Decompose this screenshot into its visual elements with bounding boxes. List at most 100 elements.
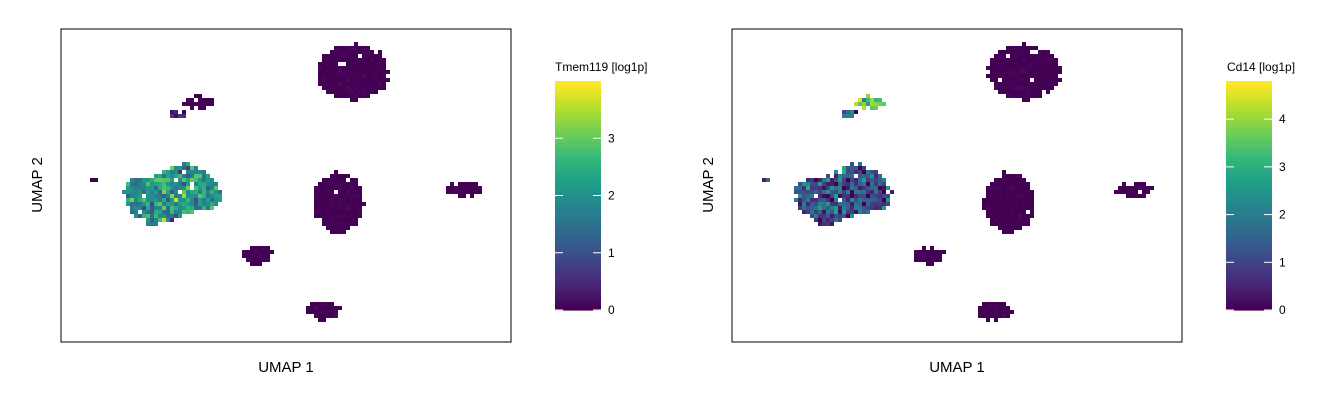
- cell-point: [830, 202, 834, 206]
- cell-point: [1042, 70, 1046, 74]
- cell-point: [1126, 186, 1130, 190]
- cell-point: [866, 182, 870, 186]
- cell-point: [1030, 46, 1034, 50]
- cell-point: [358, 66, 362, 70]
- cell-point: [458, 186, 462, 190]
- cell-point: [1058, 78, 1062, 82]
- cell-point: [142, 202, 146, 206]
- cell-point: [842, 174, 846, 178]
- cell-point: [342, 194, 346, 198]
- cell-point: [1026, 66, 1030, 70]
- cell-point: [1022, 198, 1026, 202]
- colorbar-segment: [1226, 92, 1272, 97]
- cell-point: [258, 254, 262, 258]
- colorbar-segment: [1226, 264, 1272, 269]
- cell-point: [1022, 90, 1026, 94]
- cell-point: [1034, 70, 1038, 74]
- cell-point: [1002, 310, 1006, 314]
- cell-point: [154, 194, 158, 198]
- colorbar-segment: [1226, 187, 1272, 193]
- cell-point: [342, 178, 346, 182]
- cell-point: [998, 202, 1002, 206]
- cell-point: [870, 174, 874, 178]
- cell-point: [330, 78, 334, 82]
- colorbar-segment: [555, 264, 601, 269]
- cell-point: [1002, 210, 1006, 214]
- cell-point: [210, 194, 214, 198]
- colorbar-tick-label: 2: [608, 189, 615, 203]
- cell-point: [202, 106, 206, 110]
- cell-point: [1002, 186, 1006, 190]
- cell-point: [834, 206, 838, 210]
- cell-point: [1150, 186, 1154, 190]
- cell-point: [334, 78, 338, 82]
- cell-point: [310, 306, 314, 310]
- cell-point: [838, 214, 842, 218]
- cell-point: [314, 210, 318, 214]
- cell-point: [158, 218, 162, 222]
- cell-point: [346, 62, 350, 66]
- cell-point: [178, 214, 182, 218]
- cell-point: [1010, 94, 1014, 98]
- cell-point: [866, 94, 870, 98]
- cell-point: [90, 178, 94, 182]
- cell-point: [314, 310, 318, 314]
- cell-point: [1002, 174, 1006, 178]
- cell-point: [202, 190, 206, 194]
- cell-point: [354, 62, 358, 66]
- cell-point: [154, 210, 158, 214]
- cell-point: [1018, 94, 1022, 98]
- cell-point: [206, 202, 210, 206]
- cell-point: [986, 318, 990, 322]
- cell-point: [918, 250, 922, 254]
- cell-point: [922, 246, 926, 250]
- cell-point: [930, 254, 934, 258]
- cell-point: [138, 198, 142, 202]
- cell-point: [818, 202, 822, 206]
- cell-point: [1014, 174, 1018, 178]
- cell-point: [366, 66, 370, 70]
- cell-point: [318, 62, 322, 66]
- cell-point: [850, 202, 854, 206]
- cell-point: [838, 202, 842, 206]
- cell-point: [142, 210, 146, 214]
- cell-point: [338, 86, 342, 90]
- cell-point: [342, 222, 346, 226]
- cell-point: [330, 210, 334, 214]
- cell-point: [846, 202, 850, 206]
- cell-point: [162, 210, 166, 214]
- cell-point: [1002, 50, 1006, 54]
- cell-point: [362, 50, 366, 54]
- cell-point: [130, 194, 134, 198]
- cell-point: [1026, 98, 1030, 102]
- cell-point: [854, 166, 858, 170]
- cell-point: [138, 178, 142, 182]
- cell-point: [178, 202, 182, 206]
- cell-point: [986, 186, 990, 190]
- cell-point: [998, 50, 1002, 54]
- cell-point: [994, 178, 998, 182]
- cell-point: [354, 86, 358, 90]
- cell-point: [194, 186, 198, 190]
- cell-point: [938, 254, 942, 258]
- cell-point: [866, 102, 870, 106]
- cell-point: [158, 210, 162, 214]
- cell-point: [1026, 90, 1030, 94]
- colorbar-segment: [555, 275, 601, 281]
- legend-title: Cd14 [log1p]: [1227, 60, 1295, 74]
- cell-point: [1022, 54, 1026, 58]
- cell-point: [354, 66, 358, 70]
- cell-point: [358, 74, 362, 78]
- cell-point: [342, 54, 346, 58]
- cell-point: [366, 74, 370, 78]
- cell-point: [330, 58, 334, 62]
- cell-point: [818, 186, 822, 190]
- cell-point: [1006, 174, 1010, 178]
- cell-point: [326, 82, 330, 86]
- cell-point: [986, 198, 990, 202]
- cell-point: [382, 62, 386, 66]
- colorbar-segment: [555, 237, 601, 242]
- cell-point: [150, 214, 154, 218]
- cell-point: [326, 190, 330, 194]
- cell-point: [314, 186, 318, 190]
